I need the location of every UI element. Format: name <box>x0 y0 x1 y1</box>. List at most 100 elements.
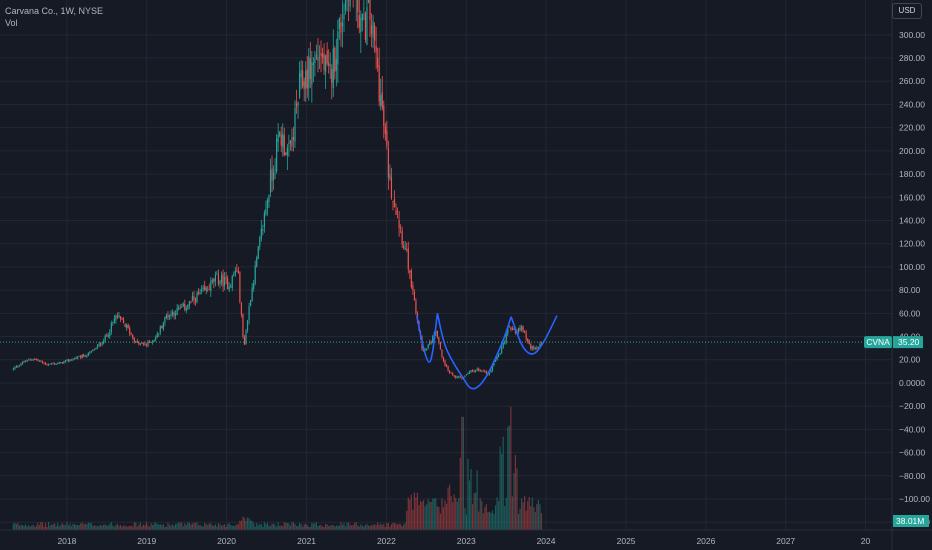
candle-body <box>51 363 53 365</box>
volume-bar <box>153 523 155 530</box>
candle-body <box>295 103 298 107</box>
candle-body <box>358 15 360 28</box>
volume-bar <box>413 492 416 530</box>
candle-body <box>205 287 207 291</box>
candle-body <box>505 333 507 342</box>
candle-body <box>236 270 238 272</box>
volume-bar <box>250 520 252 530</box>
candle-body <box>400 228 402 230</box>
candle-body <box>450 372 452 374</box>
volume-bar <box>127 526 129 530</box>
volume-bar <box>268 525 270 530</box>
volume-bar <box>66 522 68 530</box>
candle-body <box>176 307 178 315</box>
candle-body <box>127 324 129 329</box>
volume-bar <box>93 525 96 530</box>
volume-bar <box>514 455 517 530</box>
candle-body <box>482 370 484 372</box>
volume-bar <box>288 523 290 530</box>
candle-body <box>237 270 239 273</box>
candle-body <box>164 316 166 323</box>
candle-body <box>150 341 152 343</box>
candle-body <box>471 369 474 371</box>
candle-body <box>527 339 529 341</box>
volume-bar <box>269 526 272 530</box>
candle-body <box>256 257 258 267</box>
price-axis[interactable]: 300.00 280.00 260.00 240.00 220.00 200.00 180.… <box>891 0 930 550</box>
volume-bar <box>72 523 74 530</box>
candle-body <box>90 350 93 352</box>
volume-bar <box>340 522 342 530</box>
candle-body <box>41 361 44 363</box>
volume-bar <box>158 524 160 530</box>
candle-body <box>464 375 466 377</box>
candle-body <box>497 354 500 357</box>
volume-bar <box>119 524 122 530</box>
candle-body <box>126 325 128 328</box>
y-tick-label: 0.0000 <box>899 378 925 388</box>
volume-bar <box>487 512 489 530</box>
drawn-curve[interactable] <box>416 313 439 363</box>
candle-body <box>447 366 449 371</box>
candle-body <box>415 301 417 314</box>
y-tick-label: 300.00 <box>899 30 925 40</box>
candle-body <box>369 0 371 20</box>
candle-body <box>494 360 497 362</box>
candle-body <box>476 368 478 371</box>
y-tick-label: 200.00 <box>899 146 925 156</box>
candle-body <box>14 367 16 369</box>
time-axis[interactable]: 2018 2019 2020 2021 2022 2023 2024 2025 2026 2027… <box>0 529 932 546</box>
volume-bar <box>86 524 88 530</box>
volume-bar <box>256 523 258 530</box>
volume-indicator-label[interactable]: Vol <box>5 18 18 28</box>
y-tick-label: 80.00 <box>899 285 921 295</box>
candle-body <box>280 134 282 146</box>
candle-body <box>242 314 244 337</box>
volume-bar <box>383 523 385 530</box>
candle-body <box>309 58 311 79</box>
candle-body <box>106 335 108 337</box>
volume-bar <box>328 526 330 530</box>
volume-bar <box>537 500 539 530</box>
candle-body <box>349 0 351 7</box>
volume-bar <box>227 524 229 530</box>
currency-button[interactable]: USD <box>892 3 922 19</box>
volume-bar <box>400 524 402 530</box>
candle-body <box>485 371 487 374</box>
volume-bar <box>303 524 305 530</box>
candle-body <box>378 65 380 102</box>
user-drawing[interactable] <box>416 313 558 390</box>
candle-body <box>138 342 140 345</box>
candle-body <box>303 81 305 90</box>
volume-bar <box>415 497 417 530</box>
candle-body <box>17 366 19 368</box>
candle-body <box>245 331 247 345</box>
candle-body <box>122 319 125 324</box>
volume-bar <box>375 525 377 530</box>
volume-bar <box>187 522 189 530</box>
volume-bar <box>507 426 509 530</box>
volume-bar <box>501 453 503 530</box>
candle-body <box>70 359 73 361</box>
volume-bar <box>179 522 181 530</box>
volume-bar <box>23 525 25 530</box>
candle-body <box>83 354 85 357</box>
candle-body <box>478 368 480 371</box>
candle-body <box>493 362 495 366</box>
candle-body <box>60 361 62 363</box>
drawn-curve[interactable] <box>510 315 558 355</box>
volume-bar <box>70 526 73 530</box>
candle-body <box>194 298 197 303</box>
volume-bar <box>112 525 114 530</box>
candle-body <box>520 326 523 330</box>
candle-body <box>502 343 504 348</box>
candle-body <box>231 276 233 289</box>
volume-bar <box>135 522 137 530</box>
drawn-curve[interactable] <box>436 313 512 390</box>
volume-bar <box>240 520 243 530</box>
volume-bar <box>136 526 138 530</box>
volume-bar <box>418 504 420 530</box>
candle-body <box>386 130 388 146</box>
